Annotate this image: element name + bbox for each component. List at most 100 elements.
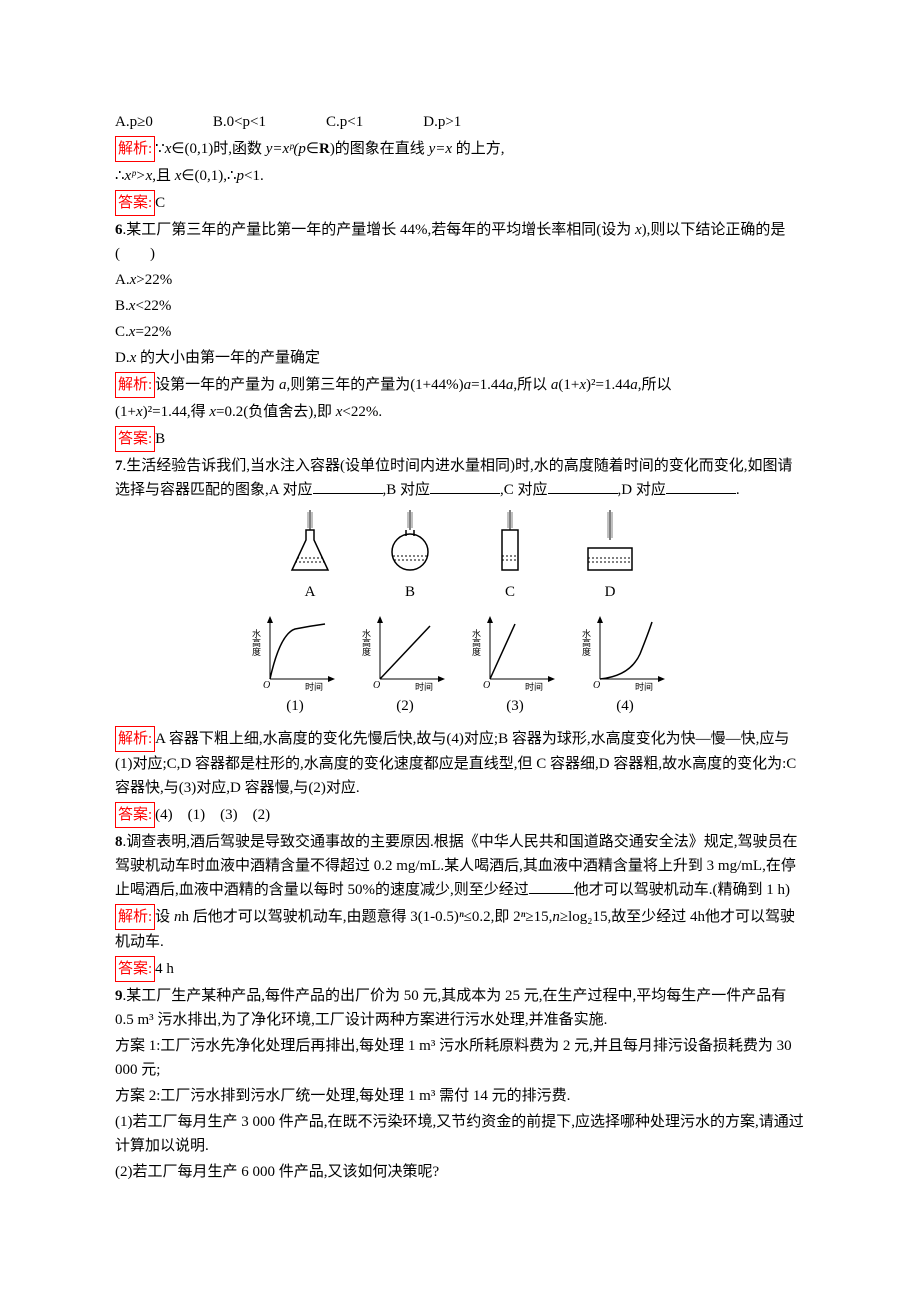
t: x	[136, 404, 143, 420]
q5-options: A.p≥0 B.0<p<1 C.p<1 D.p>1	[115, 110, 805, 134]
q8-answer: 答案:4 h	[115, 956, 805, 982]
t: A 容器下粗上细,水高度的变化先慢后快,故与(4)对应;B 容器为球形,水高度变…	[115, 731, 796, 796]
blank	[666, 493, 736, 494]
t: ∴	[115, 168, 125, 184]
origin-label: O	[373, 680, 380, 691]
blank	[529, 893, 574, 894]
x-axis-label: 时间	[525, 681, 543, 692]
q6-analysis: 解析:设第一年的产量为 a,则第三年的产量为(1+44%)a=1.44a,所以 …	[115, 372, 805, 398]
t: ,D 对应	[618, 482, 666, 498]
t: ,所以	[638, 377, 672, 393]
t: =1.44	[471, 377, 506, 393]
t: ≥15,	[525, 909, 552, 925]
graph-label: (4)	[616, 694, 634, 718]
t: 设	[155, 909, 174, 925]
q9-sub2: (2)若工厂每月生产 6 000 件产品,又该如何决策呢?	[115, 1160, 805, 1184]
t: <22%	[135, 298, 171, 314]
q7-analysis: 解析:A 容器下粗上细,水高度的变化先慢后快,故与(4)对应;B 容器为球形,水…	[115, 726, 805, 800]
graph-label: (2)	[396, 694, 414, 718]
answer-label: 答案:	[115, 802, 155, 828]
q5-analysis-line2: ∴xᵖ>x,且 x∈(0,1),∴p<1.	[115, 164, 805, 188]
origin-label: O	[263, 680, 270, 691]
t: y=x	[429, 141, 452, 157]
t: <1.	[244, 168, 264, 184]
blank	[548, 493, 618, 494]
t: ,则第三年的产量为(1+44%)	[286, 377, 463, 393]
blank	[430, 493, 500, 494]
t: ,所以	[513, 377, 551, 393]
vessel-a-icon	[280, 510, 340, 580]
t: <22%.	[342, 404, 382, 420]
t: x	[209, 404, 216, 420]
t: )²=1.44	[586, 377, 630, 393]
graph-row: 水高度 O 时间 (1) 水高度 O 时间 (2)	[115, 614, 805, 718]
q7-answer: 答案:(4) (1) (3) (2)	[115, 802, 805, 828]
answer-label: 答案:	[115, 190, 155, 216]
x-axis-label: 时间	[415, 681, 433, 692]
t: ∈(0,1),∴	[181, 168, 236, 184]
t: )的图象在直线	[330, 141, 429, 157]
vessel-label: B	[405, 580, 415, 604]
answer-value: 4 h	[155, 961, 174, 977]
analysis-label: 解析:	[115, 726, 155, 752]
graph-label: (3)	[506, 694, 524, 718]
t: 的大小由第一年的产量确定	[136, 350, 320, 366]
t: >22%	[136, 272, 172, 288]
y-axis-label: 水高度	[361, 628, 371, 657]
graph-4: 水高度 O 时间 (4)	[580, 614, 670, 718]
q8-analysis: 解析:设 nh 后他才可以驾驶机动车,由题意得 3(1-0.5)ⁿ≤0.2,即 …	[115, 904, 805, 954]
q6-option-a: A.x>22%	[115, 268, 805, 292]
q5-option-a: A.p≥0	[115, 110, 153, 134]
q6-option-b: B.x<22%	[115, 294, 805, 318]
y-axis-label: 水高度	[581, 628, 591, 657]
qnum: 8	[115, 834, 123, 850]
vessel-b: B	[380, 510, 440, 604]
t: ,且	[152, 168, 175, 184]
t: =22%	[135, 324, 171, 340]
vessel-d-icon	[580, 510, 640, 580]
q9-plan2: 方案 2:工厂污水排到污水厂统一处理,每处理 1 m³ 需付 14 元的排污费.	[115, 1084, 805, 1108]
graph-1-icon: 水高度 O 时间	[250, 614, 340, 694]
origin-label: O	[483, 680, 490, 691]
answer-value: C	[155, 195, 165, 211]
t: .	[736, 482, 740, 498]
analysis-label: 解析:	[115, 136, 155, 162]
qnum: 7	[115, 458, 123, 474]
y-axis-label: 水高度	[251, 628, 261, 657]
vessel-row: A B C	[115, 510, 805, 604]
vessel-a: A	[280, 510, 340, 604]
t: .某工厂生产某种产品,每件产品的出厂价为 50 元,其成本为 25 元,在生产过…	[115, 988, 786, 1028]
t: (1+	[558, 377, 579, 393]
y-axis-label: 水高度	[471, 628, 481, 657]
t: y=xᵖ(p	[266, 141, 306, 157]
answer-label: 答案:	[115, 426, 155, 452]
t: C.	[115, 324, 129, 340]
t: .生活经验告诉我们,当水注入容器(设单位时间内进水量相同)时,水的高度随着时间的…	[115, 458, 793, 498]
analysis-label: 解析:	[115, 372, 155, 398]
t: A.	[115, 272, 130, 288]
t: 设第一年的产量为	[155, 377, 279, 393]
t: x	[635, 222, 642, 238]
graph-3-icon: 水高度 O 时间	[470, 614, 560, 694]
x-axis-label: 时间	[635, 681, 653, 692]
t: ∈(0,1)时,函数	[171, 141, 265, 157]
t: ∵	[155, 141, 165, 157]
qnum: 6	[115, 222, 123, 238]
q8-stem: 8.调查表明,酒后驾驶是导致交通事故的主要原因.根据《中华人民共和国道路交通安全…	[115, 830, 805, 902]
q7-figure: A B C	[115, 510, 805, 718]
qnum: 9	[115, 988, 123, 1004]
answer-label: 答案:	[115, 956, 155, 982]
q5-analysis-line1: 解析:∵x∈(0,1)时,函数 y=xᵖ(p∈R)的图象在直线 y=x 的上方,	[115, 136, 805, 162]
t: p	[237, 168, 245, 184]
q6-option-c: C.x=22%	[115, 320, 805, 344]
t: .某工厂第三年的产量比第一年的产量增长 44%,若每年的平均增长率相同(设为	[123, 222, 636, 238]
vessel-c-icon	[480, 510, 540, 580]
analysis-label: 解析:	[115, 904, 155, 930]
t: h 后他才可以驾驶机动车,由题意得 3(1-0.5)	[181, 909, 459, 925]
blank	[313, 493, 383, 494]
graph-1: 水高度 O 时间 (1)	[250, 614, 340, 718]
t: R	[319, 141, 330, 157]
q9-stem: 9.某工厂生产某种产品,每件产品的出厂价为 50 元,其成本为 25 元,在生产…	[115, 984, 805, 1032]
graph-2-icon: 水高度 O 时间	[360, 614, 450, 694]
q6-analysis-line2: (1+x)²=1.44,得 x=0.2(负值舍去),即 x<22%.	[115, 400, 805, 424]
